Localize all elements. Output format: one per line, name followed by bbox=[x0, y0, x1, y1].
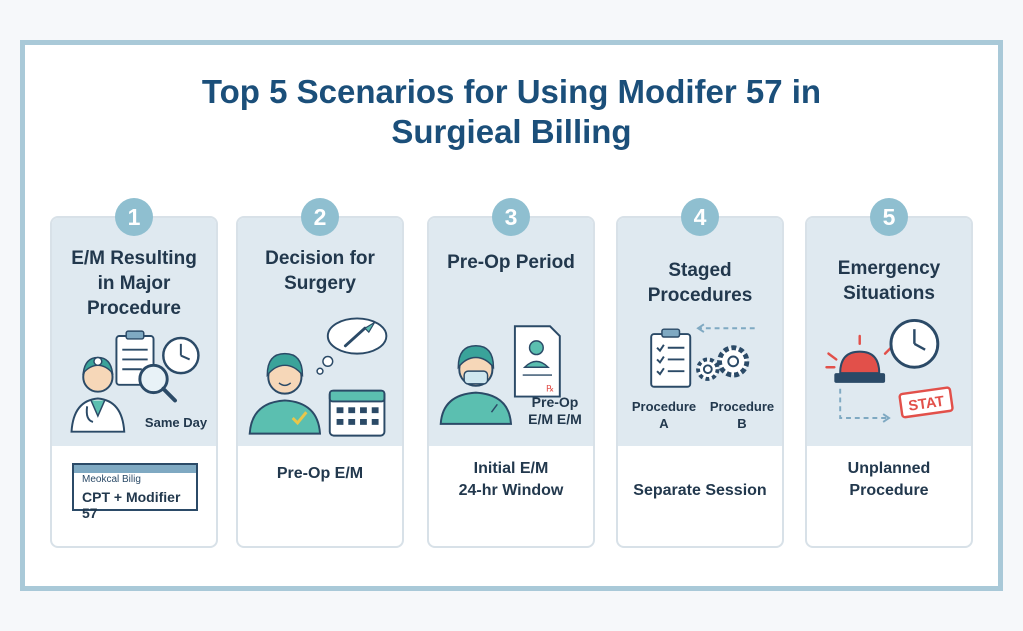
title-line-1: Top 5 Scenarios for Using Modifer 57 in bbox=[201, 73, 822, 110]
billing-box-bar bbox=[74, 465, 196, 473]
page-title: Top 5 Scenarios for Using Modifer 57 in … bbox=[0, 72, 1023, 152]
billing-box-value: CPT + Modifier 57 bbox=[82, 489, 181, 521]
procedure-b-label: Procedure B bbox=[702, 398, 782, 432]
card-bottom-line: Pre-Op E/M bbox=[276, 465, 364, 482]
card-heading-line: Emergency bbox=[837, 258, 941, 279]
card-heading-line: E/M Resulting bbox=[71, 248, 197, 269]
card-heading-line: Surgery bbox=[284, 273, 356, 294]
icon-label-line: Procedure bbox=[631, 399, 697, 414]
card-bottom-text: Pre-Op E/M bbox=[238, 463, 402, 485]
card-heading: Decision for Surgery bbox=[238, 246, 402, 296]
checklist-gears-icon bbox=[650, 323, 755, 388]
card-bottom-text: Unplanned Procedure bbox=[807, 458, 971, 502]
scenario-card-1: E/M Resulting in Major Procedure Same Da… bbox=[50, 216, 218, 548]
card-heading-line: Decision for bbox=[265, 248, 375, 269]
scenario-card-4: Staged Procedures Procedure A Procedure … bbox=[616, 216, 784, 548]
number-badge-2: 2 bbox=[301, 198, 339, 236]
card-heading-line: Situations bbox=[843, 283, 935, 304]
card-bottom-line: 24-hr Window bbox=[458, 482, 564, 499]
card-bottom-line: Unplanned bbox=[847, 460, 931, 477]
surgeon-thought-scalpel-calendar-icon bbox=[248, 317, 388, 437]
card-heading: Pre-Op Period bbox=[429, 250, 593, 275]
card-bottom-line: Initial E/M bbox=[473, 460, 549, 477]
card-heading-line: in Major bbox=[97, 273, 171, 294]
card-heading: E/M Resulting in Major Procedure bbox=[52, 246, 216, 321]
card-bottom-line: Separate Session bbox=[633, 482, 767, 499]
card-heading: Emergency Situations bbox=[807, 256, 971, 306]
pre-op-label: Pre-Op E/M E/M bbox=[515, 394, 593, 428]
number-badge-1: 1 bbox=[115, 198, 153, 236]
card-top-panel bbox=[618, 218, 782, 446]
billing-box-header: Meokcal Bilig bbox=[82, 474, 141, 485]
card-bottom-text: Separate Session bbox=[618, 480, 782, 502]
icon-label-line: Procedure bbox=[709, 399, 775, 414]
doctor-clipboard-magnifier-clock-icon bbox=[70, 330, 200, 433]
number-badge-5: 5 bbox=[870, 198, 908, 236]
card-heading-line: Staged bbox=[668, 260, 732, 281]
card-bottom-text: Initial E/M 24-hr Window bbox=[429, 458, 593, 502]
medical-billing-box: Meokcal Bilig CPT + Modifier 57 bbox=[72, 463, 198, 521]
icon-label-line: A bbox=[659, 416, 669, 431]
card-heading-line: Procedures bbox=[647, 285, 753, 306]
card-heading: Staged Procedures bbox=[618, 258, 782, 308]
title-line-2: Surgieal Billing bbox=[391, 113, 632, 150]
card-heading-line: Procedure bbox=[87, 298, 181, 319]
siren-clock-stat-icon: STAT bbox=[825, 318, 954, 423]
icon-label-line: Pre-Op bbox=[531, 394, 579, 410]
svg-text:℞: ℞ bbox=[546, 384, 554, 394]
masked-surgeon-document-icon: ℞ bbox=[439, 325, 561, 425]
scenario-card-2: Decision for Surgery Pre-Op E/M bbox=[236, 216, 404, 548]
scenario-card-5: Emergency Situations STAT Unplanned Proc… bbox=[805, 216, 973, 548]
stat-stamp: STAT bbox=[907, 394, 945, 415]
same-day-label: Same Day bbox=[144, 415, 208, 430]
icon-label-line: B bbox=[737, 416, 747, 431]
card-heading-line: Pre-Op Period bbox=[447, 252, 575, 273]
icon-label-line: E/M E/M bbox=[528, 411, 582, 427]
scenario-card-3: Pre-Op Period ℞ Pre-Op E/M E/M Initial E… bbox=[427, 216, 595, 548]
number-badge-3: 3 bbox=[492, 198, 530, 236]
number-badge-4: 4 bbox=[681, 198, 719, 236]
procedure-a-label: Procedure A bbox=[624, 398, 704, 432]
card-bottom-line: Procedure bbox=[849, 482, 929, 499]
